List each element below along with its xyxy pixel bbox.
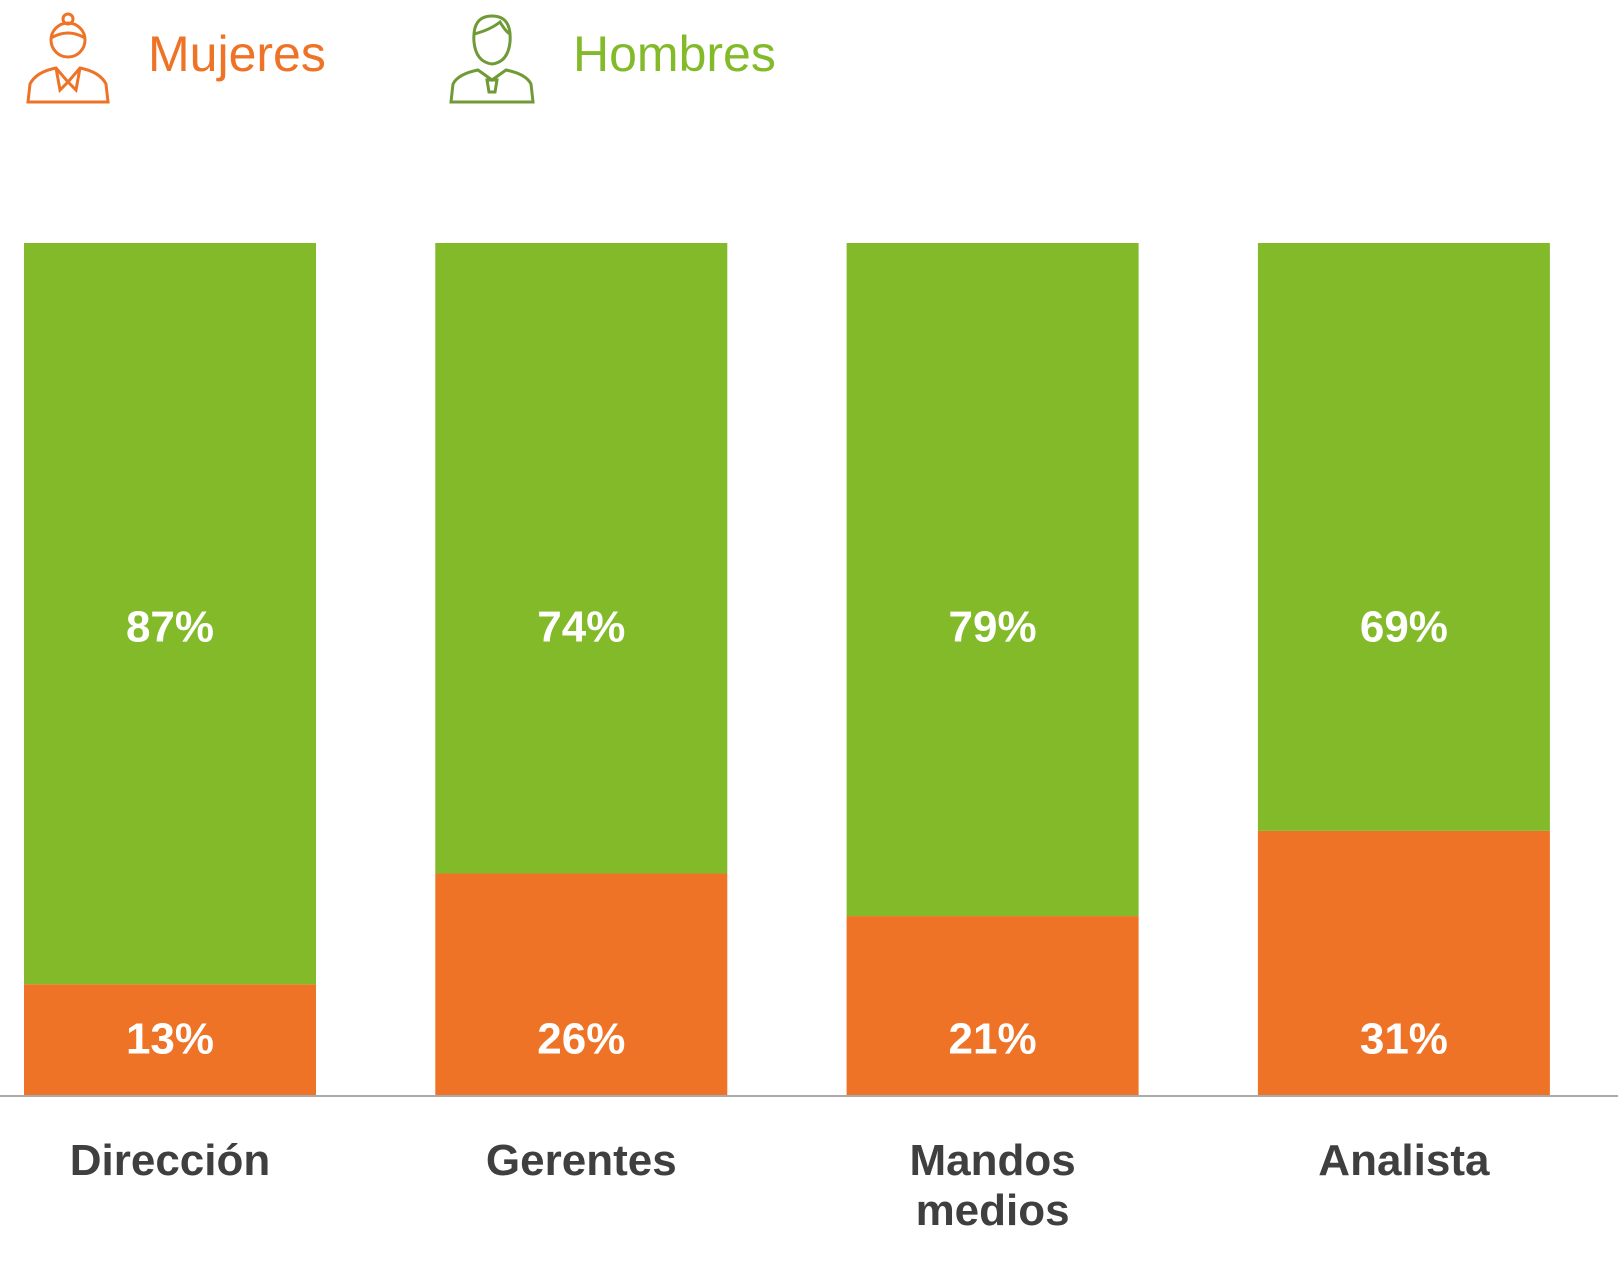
bar-segment <box>846 916 1139 1095</box>
bar-segment <box>24 243 316 985</box>
legend-icon-women <box>26 12 110 104</box>
data-label: 87% <box>126 603 214 652</box>
legend-label: Mujeres <box>148 26 326 82</box>
category-label: Mandos medios <box>909 1136 1076 1235</box>
data-label: 31% <box>1360 1015 1448 1064</box>
bar-segment <box>435 243 728 874</box>
data-label: 74% <box>537 603 625 652</box>
bar-segment <box>24 984 316 1095</box>
data-label: 26% <box>537 1015 625 1064</box>
data-label: 69% <box>1360 603 1448 652</box>
category-label: Dirección <box>69 1136 271 1185</box>
bar-segment <box>846 243 1139 917</box>
data-label: 13% <box>126 1015 214 1064</box>
legend-label: Hombres <box>573 26 776 82</box>
category-label: Gerentes <box>485 1136 677 1185</box>
category-label: Analista <box>1318 1136 1490 1185</box>
bar-segment <box>435 873 728 1095</box>
bar-segment <box>1257 830 1550 1095</box>
data-label: 21% <box>949 1015 1037 1064</box>
data-label: 79% <box>949 603 1037 652</box>
bar-segment <box>1257 243 1550 831</box>
legend-icon-men <box>449 14 535 104</box>
